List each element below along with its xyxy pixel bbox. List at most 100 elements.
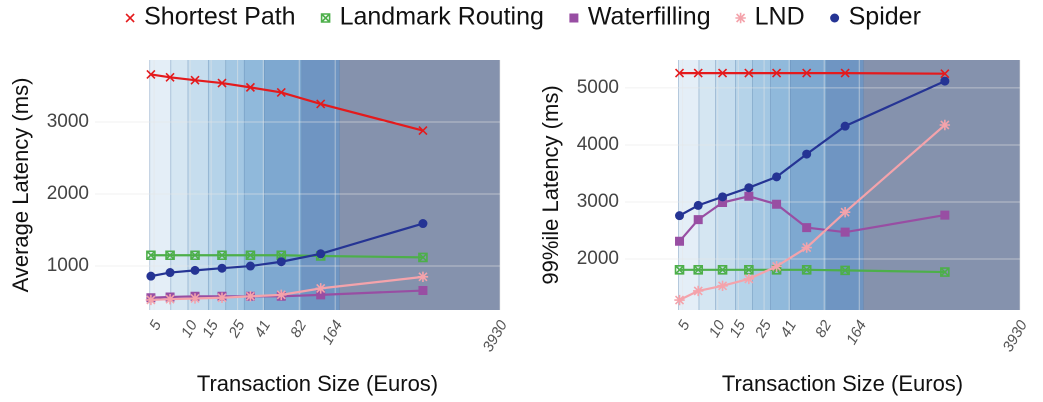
x-tick-label: 25: [751, 317, 775, 341]
size-band: [698, 60, 716, 310]
x-tick-label: 164: [843, 317, 870, 347]
point-marker: [802, 149, 812, 159]
legend-label: Landmark Routing: [340, 3, 544, 31]
point-marker: [165, 250, 175, 261]
point-marker: [743, 273, 755, 285]
x-axis-title: Transaction Size (Euros): [722, 371, 963, 396]
point-marker: [316, 99, 326, 109]
point-marker: [245, 291, 256, 302]
point-marker: [165, 268, 175, 278]
point-marker: [840, 265, 850, 276]
size-band: [301, 60, 340, 310]
x-tick-label: 41: [251, 317, 274, 340]
point-marker: [276, 289, 287, 301]
x-tick-label: 5: [675, 317, 694, 333]
legend-marker: [569, 13, 579, 23]
point-marker: [840, 121, 850, 131]
point-marker: [417, 271, 429, 283]
point-marker: [744, 191, 754, 201]
point-marker: [674, 68, 685, 78]
point-marker: [801, 242, 812, 253]
size-band: [678, 60, 699, 310]
point-marker: [718, 192, 728, 202]
legend-marker: [830, 13, 840, 23]
x-tick-label: 41: [777, 317, 800, 340]
point-marker: [717, 265, 728, 275]
point-marker: [189, 293, 201, 304]
point-marker: [840, 68, 850, 78]
point-marker: [190, 250, 200, 261]
size-band: [715, 60, 736, 310]
point-marker: [839, 207, 851, 218]
point-marker: [190, 265, 200, 275]
size-band: [264, 60, 302, 310]
x-tick-label: 15: [726, 317, 749, 341]
series-line: [679, 72, 945, 75]
size-band: [170, 60, 188, 310]
point-marker: [418, 252, 428, 263]
series-line: [679, 124, 946, 302]
point-marker: [744, 265, 754, 275]
point-marker: [245, 261, 255, 271]
x-tick-label: 82: [812, 317, 835, 341]
legend-marker: [125, 13, 135, 23]
size-band: [244, 60, 265, 310]
point-marker: [276, 87, 286, 97]
point-marker: [693, 200, 703, 210]
point-marker: [146, 271, 156, 281]
y-tick-label: 2000: [577, 248, 619, 269]
point-marker: [164, 293, 176, 305]
x-tick-label: 10: [706, 317, 729, 341]
size-band: [752, 60, 771, 310]
y-axis-title: 99%ile Latency (ms): [538, 85, 563, 284]
point-marker: [802, 223, 812, 233]
point-marker: [693, 215, 703, 225]
size-band: [826, 60, 864, 310]
x-axis-title: Transaction Size (Euros): [197, 371, 438, 396]
point-marker: [146, 250, 156, 261]
y-tick-label: 2000: [47, 183, 89, 204]
x-tick-label: 5: [146, 317, 165, 333]
size-band: [149, 60, 171, 310]
point-marker: [315, 283, 326, 294]
point-marker: [675, 236, 685, 246]
x-tick-label: 164: [319, 317, 346, 347]
point-marker: [717, 280, 728, 291]
legend: Shortest Path Landmark Routing Waterfillin…: [125, 3, 921, 31]
point-marker: [418, 286, 428, 296]
point-marker: [276, 257, 286, 267]
size-band: [187, 60, 209, 310]
point-marker: [772, 68, 782, 78]
point-marker: [316, 249, 326, 259]
point-marker: [217, 250, 227, 261]
point-marker: [675, 211, 685, 221]
point-marker: [940, 76, 950, 86]
point-marker: [316, 290, 326, 300]
point-marker: [802, 68, 812, 78]
x-tick-label: 25: [225, 317, 249, 341]
size-band: [208, 60, 226, 310]
legend-label: Shortest Path: [144, 3, 295, 31]
point-marker: [772, 199, 782, 209]
y-tick-label: 4000: [577, 134, 619, 155]
size-band: [225, 60, 245, 310]
x-tick-label: 15: [199, 317, 222, 341]
size-band: [339, 60, 500, 310]
point-marker: [674, 294, 685, 306]
legend-marker: [320, 13, 331, 23]
x-tick-label: 3930: [479, 317, 511, 355]
y-tick-label: 5000: [577, 77, 619, 98]
x-tick-label: 3930: [999, 317, 1031, 355]
point-marker: [717, 68, 728, 78]
point-marker: [418, 219, 428, 229]
y-tick-label: 3000: [577, 191, 619, 212]
point-marker: [744, 183, 754, 193]
x-tick-label: 82: [287, 317, 310, 341]
point-marker: [146, 69, 156, 79]
legend-label: Waterfilling: [588, 3, 711, 31]
point-marker: [276, 250, 287, 261]
point-marker: [840, 227, 850, 237]
point-marker: [771, 261, 782, 272]
point-marker: [940, 69, 950, 79]
